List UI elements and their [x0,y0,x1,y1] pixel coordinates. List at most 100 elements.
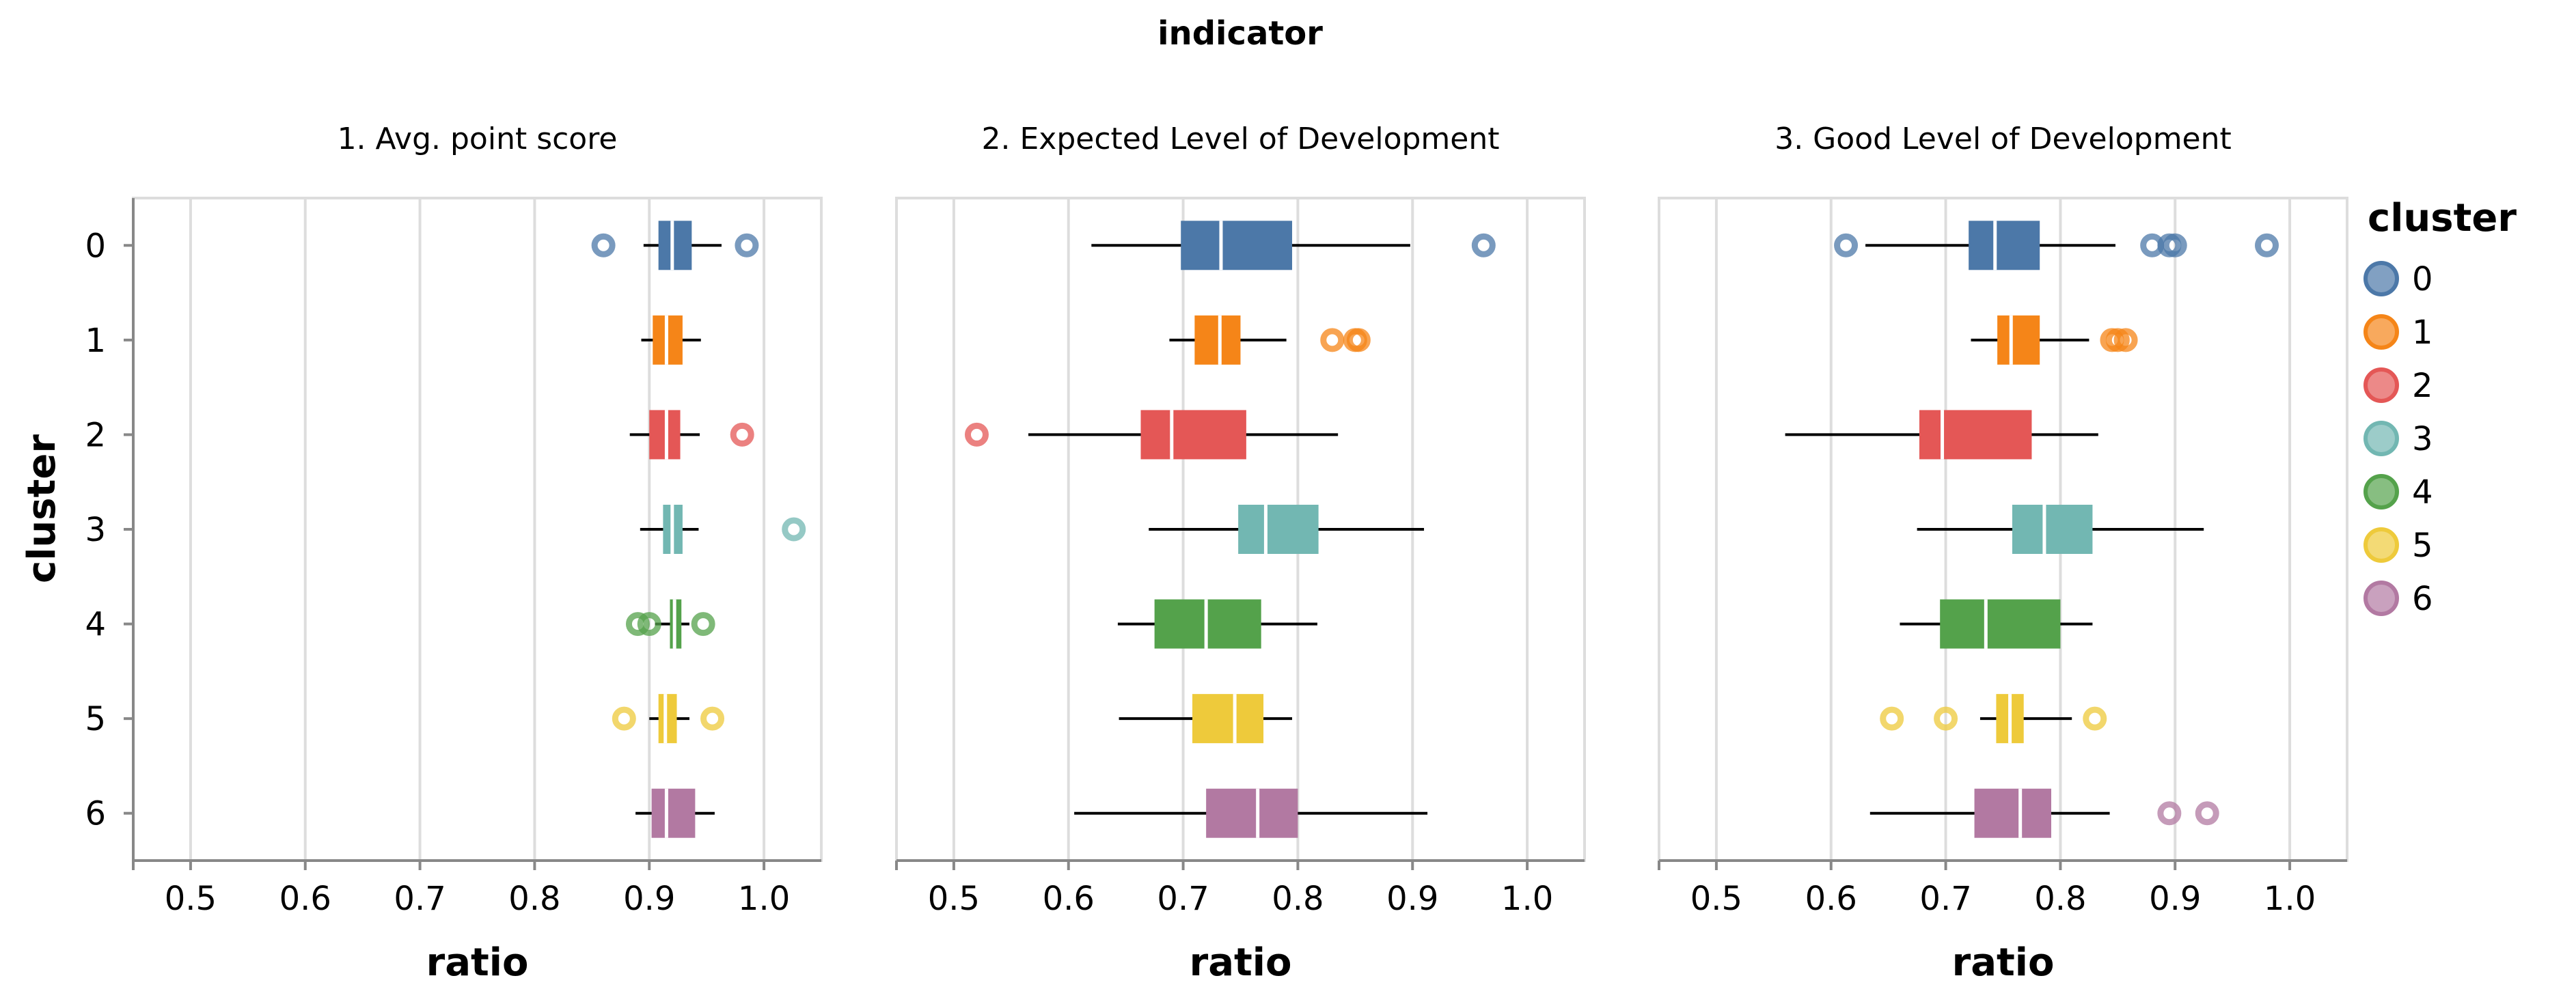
outlier-point [2195,801,2219,826]
box-group-2-cluster-3 [1149,505,1425,554]
facets-group: 1. Avg. point score 0.5 0.6 0.7 0.8 0.9 1.0 rat… [85,122,2348,985]
box-iqr [658,694,677,744]
box-group-1-cluster-0 [591,221,759,270]
outlier-point [1320,328,1345,352]
box-group-1-cluster-5 [612,694,725,744]
legend-swatch-2 [2363,367,2399,403]
x-tick-label-2-3: 0.8 [1272,880,1324,918]
legend-label-2: 2 [2412,367,2433,405]
outlier-point [1934,706,1958,731]
outlier-point [637,612,661,637]
box-group-2-cluster-6 [1074,788,1428,838]
x-tick-label-2-2: 0.7 [1157,880,1209,918]
x-tick-label-3-0: 0.5 [1690,880,1742,918]
y-tick-label-2: 2 [85,416,106,454]
box-iqr [1154,599,1261,649]
x-axis-title-1: ratio [426,940,529,985]
legend-swatch-1 [2363,314,2399,350]
box-iqr [651,788,696,838]
x-tick-label-2-1: 0.6 [1043,880,1095,918]
box-group-3-cluster-6 [1869,788,2219,838]
box-group-2-cluster-1 [1169,315,1371,365]
outlier-point [1834,233,1859,257]
y-tick-label-6: 6 [85,795,106,833]
box-group-2-cluster-4 [1117,599,1317,649]
x-tick-label-3-1: 0.6 [1805,880,1857,918]
y-tick-label-5: 5 [85,700,106,738]
box-group-2-cluster-0 [1091,221,1496,270]
box-group-1-cluster-2 [629,410,754,460]
box-iqr [1181,221,1293,270]
box-group-3-cluster-4 [1900,599,2093,649]
box-group-1-cluster-6 [635,788,715,838]
legend-swatch-3 [2363,421,2399,456]
y-tick-label-0: 0 [85,227,106,265]
box-iqr [1194,315,1241,365]
box-group-3-cluster-3 [1917,505,2204,554]
outlier-point [2105,328,2130,352]
box-group-2-cluster-2 [964,410,1339,460]
box-iqr [1140,410,1246,460]
box-iqr [1997,315,2040,365]
facet-panel-1: 1. Avg. point score 0.5 0.6 0.7 0.8 0.9 1.0 rat… [85,122,823,985]
legend-label-6: 6 [2412,580,2433,618]
y-tick-label-4: 4 [85,606,106,644]
box-group-2-cluster-5 [1119,694,1293,744]
box-iqr [1238,505,1319,554]
facet-title-2: 2. Expected Level of Development [982,122,1500,156]
facet-panel-2: 2. Expected Level of Development 0.5 0.6 0.… [895,122,1586,985]
x-tick-label-2-4: 0.9 [1386,880,1438,918]
outlier-point [730,422,754,447]
box-iqr [649,410,681,460]
box-iqr [658,221,692,270]
box-iqr [1206,788,1298,838]
outlier-point [691,612,715,637]
legend-title: cluster [2368,196,2517,240]
legend-label-5: 5 [2412,527,2433,565]
box-iqr [1919,410,2032,460]
facet-frame-1 [132,197,823,862]
facet-panel-3: 3. Good Level of Development 0.5 0.6 0.7 0.8… [1658,122,2348,985]
outlier-point [782,517,806,542]
legend-label-1: 1 [2412,313,2433,352]
facet-title-3: 3. Good Level of Development [1775,122,2232,156]
outlier-point [591,233,616,257]
outlier-point [612,706,636,731]
outlier-point [1471,233,1496,257]
x-tick-label-1-0: 0.5 [165,880,217,918]
x-axis-title-3: ratio [1952,940,2055,985]
x-tick-label-1-5: 1.0 [738,880,790,918]
x-tick-label-2-5: 1.0 [1501,880,1553,918]
x-tick-label-3-4: 0.9 [2149,880,2201,918]
legend-swatch-5 [2363,527,2399,563]
x-tick-label-1-1: 0.6 [279,880,331,918]
legend-swatch-6 [2363,581,2399,616]
box-group-3-cluster-1 [1971,315,2138,365]
box-group-3-cluster-0 [1834,221,2279,270]
outlier-point [2113,328,2138,352]
x-tick-label-3-3: 0.8 [2034,880,2086,918]
x-tick-label-1-3: 0.8 [508,880,560,918]
x-axis-title-2: ratio [1190,940,1292,985]
outlier-point [1346,328,1371,352]
x-tick-label-1-4: 0.9 [623,880,675,918]
outlier-point [625,612,650,637]
x-tick-label-3-2: 0.7 [1919,880,1971,918]
legend-label-4: 4 [2412,473,2433,512]
box-iqr [1192,694,1264,744]
outlier-point [2157,801,2182,826]
y-tick-label-3: 3 [85,511,106,549]
legend-swatch-4 [2363,474,2399,510]
outlier-point [1880,706,1904,731]
x-tick-label-1-2: 0.7 [394,880,446,918]
box-iqr [1974,788,2051,838]
outlier-point [2255,233,2279,257]
legend: cluster 0 1 2 3 4 5 6 [2363,196,2517,618]
facet-title-1: 1. Avg. point score [338,122,618,156]
y-axis-title: cluster [20,434,64,583]
box-iqr [1969,221,2040,270]
outlier-point [2083,706,2107,731]
legend-swatch-0 [2363,261,2399,296]
legend-label-0: 0 [2412,260,2433,298]
box-iqr [1940,599,2061,649]
